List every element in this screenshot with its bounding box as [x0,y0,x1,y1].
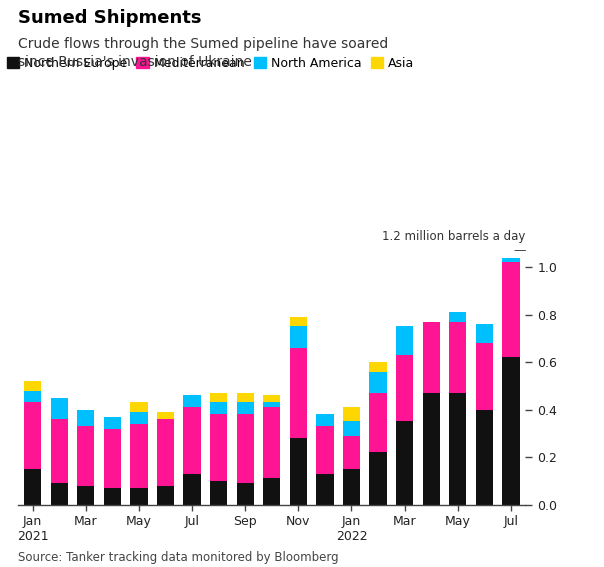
Bar [343,435,360,469]
Bar [237,414,254,483]
Bar [423,321,440,393]
Bar [51,397,68,419]
Bar [370,452,387,505]
Bar [157,485,174,505]
Bar [449,312,466,321]
Text: Crude flows through the Sumed pipeline have soared
since Russia's invasion of Uk: Crude flows through the Sumed pipeline h… [18,37,388,69]
Bar [290,327,307,348]
Bar [210,403,227,414]
Bar [316,414,333,426]
Bar [343,421,360,435]
Bar [184,407,201,474]
Bar [396,355,413,421]
Bar [77,485,94,505]
Bar [396,421,413,505]
Bar [503,357,519,505]
Text: Sumed Shipments: Sumed Shipments [18,9,202,27]
Bar [503,257,519,263]
Bar [24,381,41,391]
Bar [263,479,280,505]
Bar [237,393,254,403]
Bar [290,348,307,438]
Bar [396,327,413,355]
Bar [24,469,41,505]
Bar [210,393,227,403]
Bar [476,324,493,343]
Legend: Northern Europe, Mediterranean, North America, Asia: Northern Europe, Mediterranean, North Am… [7,57,414,70]
Bar [449,393,466,505]
Text: —: — [513,244,525,257]
Bar [237,483,254,505]
Bar [263,403,280,407]
Bar [449,321,466,393]
Bar [290,317,307,327]
Bar [370,393,387,452]
Bar [104,417,121,429]
Bar [104,488,121,505]
Bar [24,391,41,403]
Bar [343,407,360,421]
Bar [290,438,307,505]
Bar [316,426,333,474]
Bar [130,403,147,412]
Bar [316,474,333,505]
Bar [24,403,41,469]
Bar [77,426,94,485]
Bar [157,412,174,419]
Bar [130,412,147,424]
Bar [476,409,493,505]
Bar [184,395,201,407]
Bar [184,474,201,505]
Bar [370,371,387,393]
Bar [130,488,147,505]
Bar [51,483,68,505]
Bar [51,419,68,483]
Bar [237,403,254,414]
Bar [77,409,94,426]
Bar [157,419,174,485]
Bar [503,263,519,357]
Bar [130,424,147,488]
Bar [263,407,280,479]
Bar [343,469,360,505]
Bar [370,362,387,371]
Bar [476,343,493,409]
Text: Source: Tanker tracking data monitored by Bloomberg: Source: Tanker tracking data monitored b… [18,551,339,564]
Bar [210,481,227,505]
Bar [263,395,280,403]
Text: 1.2 million barrels a day: 1.2 million barrels a day [382,230,525,243]
Bar [104,429,121,488]
Bar [423,393,440,505]
Bar [210,414,227,481]
